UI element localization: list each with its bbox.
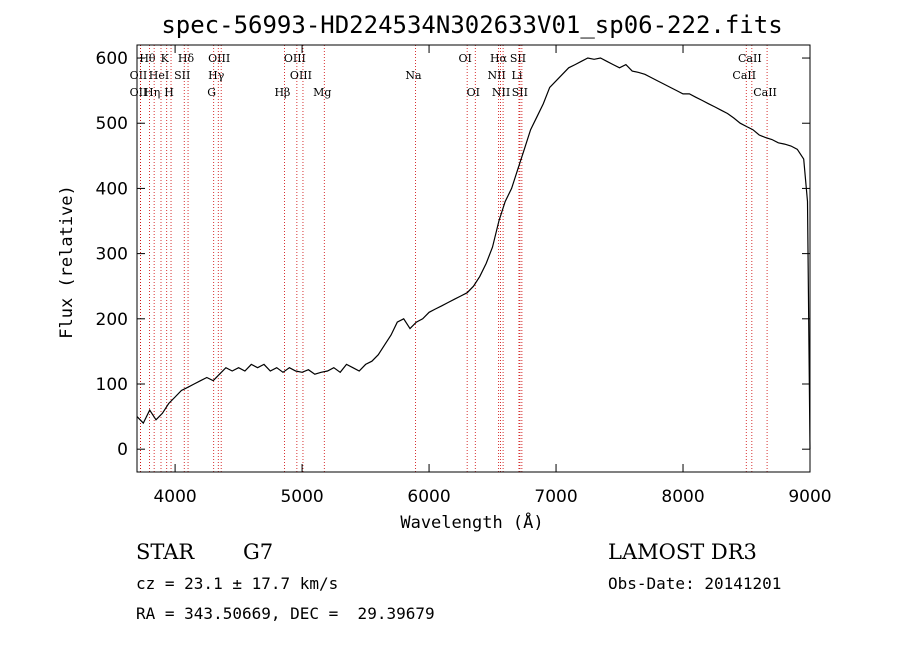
y-tick-label: 300 bbox=[96, 245, 128, 265]
spectral-line-label: NII bbox=[492, 86, 510, 99]
spectral-line-label: Hδ bbox=[178, 52, 195, 65]
spectral-line-label: H bbox=[164, 86, 174, 99]
spectral-line-label: SII bbox=[510, 52, 526, 65]
x-tick-label: 9000 bbox=[788, 487, 831, 507]
spectral-line-label: CaII bbox=[753, 86, 777, 99]
spectral-line-label: Li bbox=[512, 69, 523, 82]
plot-frame bbox=[136, 44, 811, 473]
spectral-line-label: OII bbox=[130, 69, 148, 82]
spectral-line-label: HeI bbox=[149, 69, 169, 82]
spectral-line-label: CaII bbox=[732, 69, 756, 82]
coordinates-readout: RA = 343.50669, DEC = 29.39679 bbox=[136, 604, 435, 623]
spectral-line-label: Na bbox=[405, 69, 422, 82]
y-tick-label: 200 bbox=[96, 310, 128, 330]
survey-name: LAMOST DR3 bbox=[608, 540, 757, 564]
spectral-line-label: G bbox=[207, 86, 216, 99]
object-subclass: G7 bbox=[243, 540, 274, 564]
y-tick-label: 0 bbox=[117, 440, 128, 460]
spectral-line-label: SII bbox=[174, 69, 190, 82]
spectral-line-label: CaII bbox=[738, 52, 762, 65]
spectral-line-label: Hα bbox=[490, 52, 508, 65]
chart-title: spec-56993-HD224534N302633V01_sp06-222.f… bbox=[161, 11, 782, 39]
spectral-line-label: NII bbox=[487, 69, 505, 82]
spectral-line-label: K bbox=[161, 52, 170, 65]
spectral-line-label: Mg bbox=[313, 86, 331, 99]
spectral-line-label: OIII bbox=[284, 52, 306, 65]
spectral-line-label: OI bbox=[467, 86, 480, 99]
axis-ticks: 4000 5000 6000 7000 8000 9000 0 100 200 300 400 500… bbox=[96, 45, 832, 507]
y-tick-label: 400 bbox=[96, 179, 128, 199]
spectral-line-label: OI bbox=[458, 52, 471, 65]
x-tick-label: 5000 bbox=[280, 487, 323, 507]
spectrum-series bbox=[136, 57, 811, 450]
spectral-line-label: Hγ bbox=[208, 69, 225, 82]
y-tick-label: 500 bbox=[96, 114, 128, 134]
spectrum-line bbox=[136, 57, 811, 450]
x-axis-label: Wavelength (Å) bbox=[400, 511, 543, 533]
x-tick-label: 6000 bbox=[407, 487, 450, 507]
y-tick-label: 100 bbox=[96, 375, 128, 395]
spectral-line-label: Hη bbox=[144, 86, 160, 99]
spectral-line-label: Hθ bbox=[139, 52, 156, 65]
x-tick-label: 4000 bbox=[153, 487, 196, 507]
x-tick-label: 8000 bbox=[661, 487, 704, 507]
x-tick-label: 7000 bbox=[534, 487, 577, 507]
spectral-line-label: SII bbox=[512, 86, 528, 99]
redshift-readout: cz = 23.1 ± 17.7 km/s bbox=[136, 574, 339, 593]
spectral-line-label: OII bbox=[130, 86, 148, 99]
spectral-line-label: OIII bbox=[208, 52, 230, 65]
spectral-line-label: OIII bbox=[290, 69, 312, 82]
y-axis-label: Flux (relative) bbox=[57, 185, 77, 339]
object-class: STAR bbox=[136, 540, 195, 564]
obs-date: Obs-Date: 20141201 bbox=[608, 574, 782, 593]
y-tick-label: 600 bbox=[96, 49, 128, 69]
spectral-line-label: Hβ bbox=[274, 86, 290, 99]
